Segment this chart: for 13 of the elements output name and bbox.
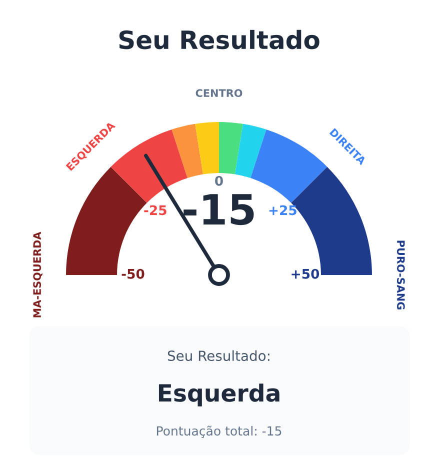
text: 0 [215,176,223,186]
slice-label: MA-ESQUERDA [33,232,42,318]
text: CENTRO [196,89,242,98]
text: -50 [122,268,144,279]
text: Esquerda [158,384,280,406]
text: -25 [144,205,166,216]
text: +50 [292,268,320,279]
text: Seu Resultado: [168,350,270,362]
chart-title: Seu Resultado [119,30,320,50]
text: -15 [184,194,254,226]
text: +25 [269,205,296,216]
slice-label: PURO-SANG [396,240,405,310]
text: Pontuação total: -15 [156,426,282,438]
